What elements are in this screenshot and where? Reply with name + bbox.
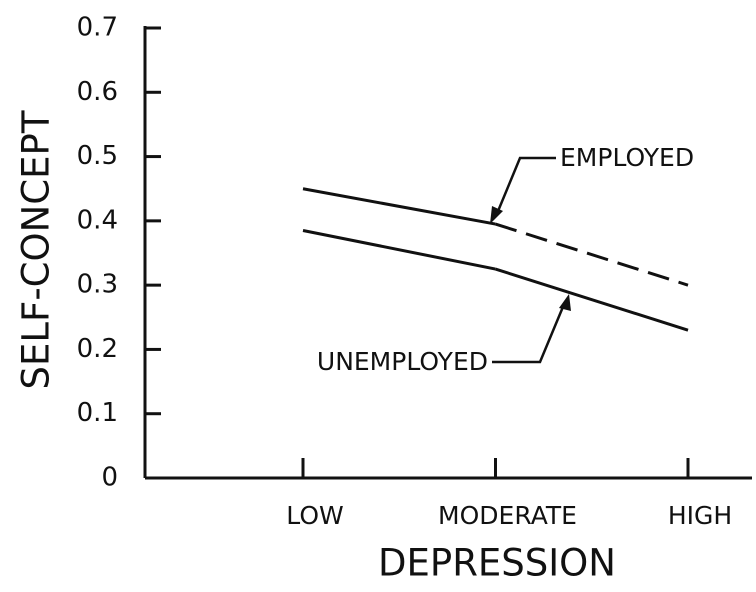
employed-arrow [494, 156, 556, 217]
unemployed-arrow-head [559, 294, 571, 311]
x-tick-label: LOW [286, 501, 343, 530]
x-tick-label: HIGH [668, 501, 732, 530]
y-tick-label: 0.7 [77, 13, 118, 43]
unemployed-label: UNEMPLOYED [317, 347, 488, 376]
x-tick-label: MODERATE [438, 501, 577, 530]
unemployed-arrow [492, 301, 567, 364]
annotation-arrows [492, 156, 567, 364]
line-segment [302, 229, 496, 271]
y-tick-label: 0.3 [77, 270, 118, 300]
line-segment [495, 222, 689, 287]
y-tick-label: 0 [101, 463, 118, 493]
line-segment [495, 267, 689, 332]
line-segment [302, 187, 496, 226]
y-tick-label: 0.5 [77, 141, 118, 171]
x-axis-title: DEPRESSION [378, 542, 616, 585]
y-tick-label: 0.6 [77, 77, 118, 107]
y-tick-label: 0.2 [77, 334, 118, 364]
employed-label: EMPLOYED [560, 143, 694, 172]
arrow-heads [490, 206, 571, 311]
y-tick-label: 0.4 [77, 205, 118, 235]
employed-arrow-head [490, 206, 503, 224]
y-tick-label: 0.1 [77, 398, 118, 428]
y-axis-title: SELF-CONCEPT [15, 110, 58, 389]
